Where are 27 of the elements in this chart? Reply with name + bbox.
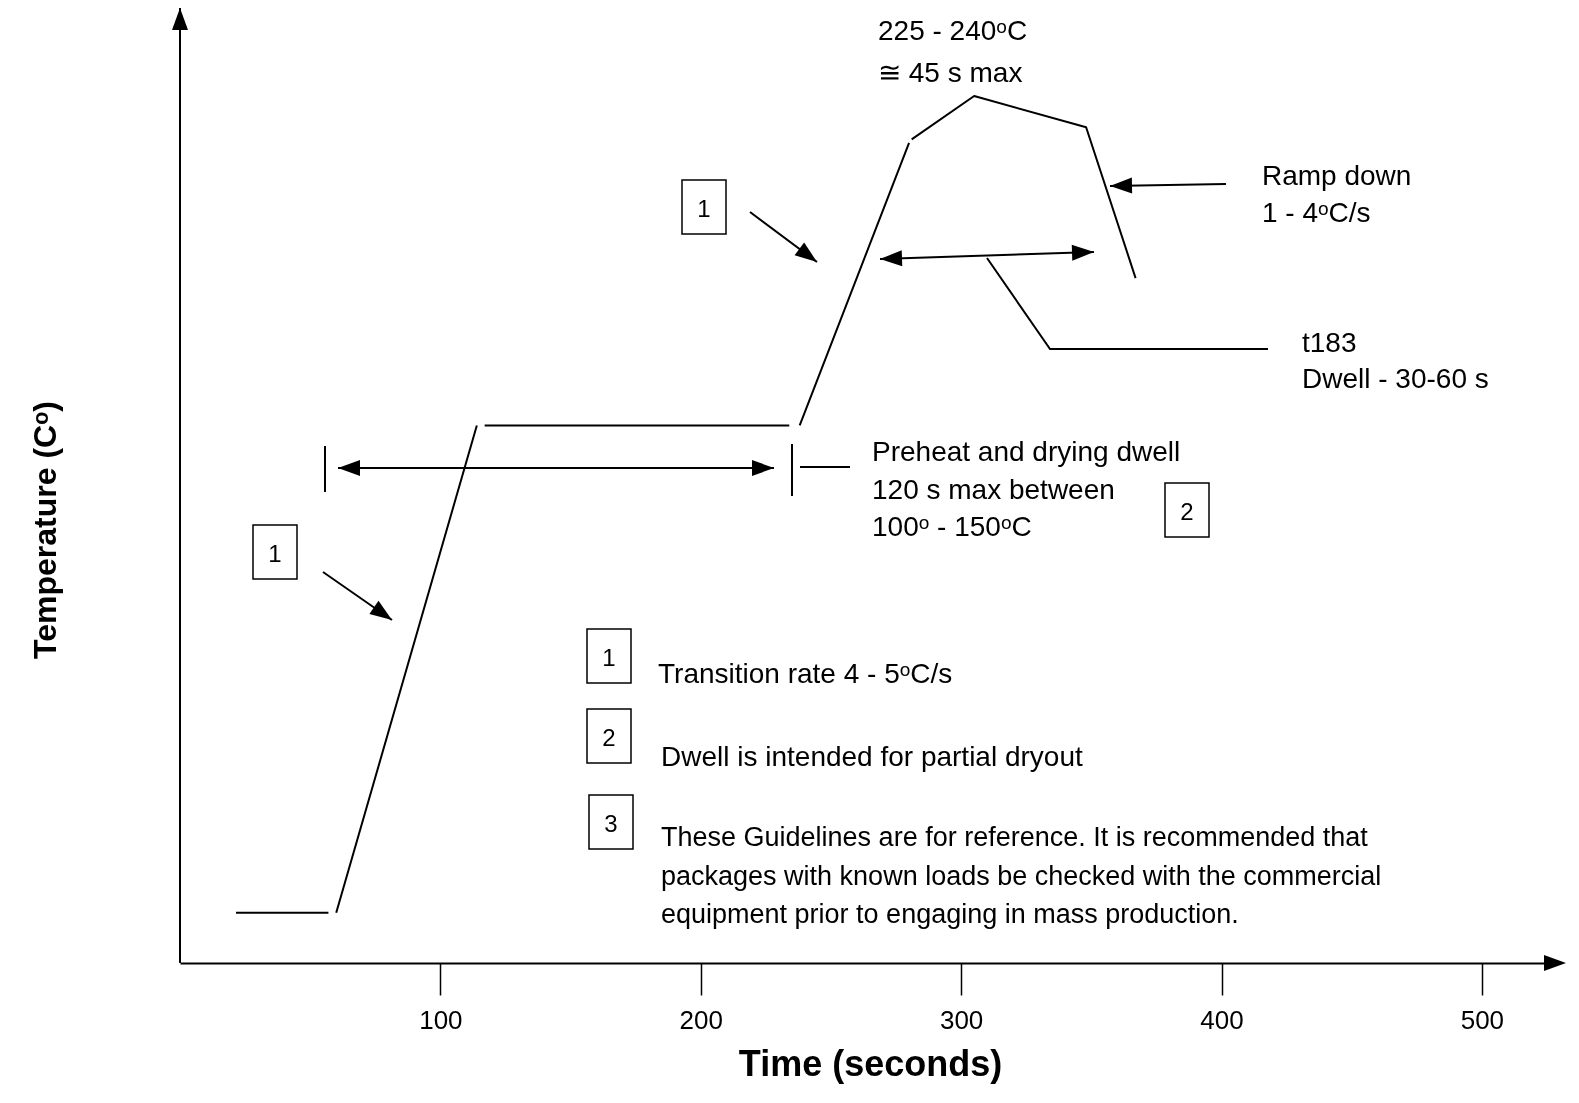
annotation: t183 <box>1302 327 1357 358</box>
annotation: 1 <box>697 195 711 222</box>
annotation: Ramp down <box>1262 160 1412 191</box>
annotation: Dwell - 30-60 s <box>1302 363 1489 394</box>
annotation: 100ᵒ - 150ᵒC <box>872 511 1032 542</box>
annotation: 3 <box>604 810 618 837</box>
annotation: These Guidelines are for reference. It is recommended that <box>661 822 1369 852</box>
annotation: packages with known loads be checked with the commercial <box>661 861 1382 891</box>
y-axis-title: Temperature (Cᵒ) <box>26 401 63 659</box>
annotation: Dwell is intended for partial dryout <box>661 741 1083 772</box>
annotation: Transition rate 4 - 5ᵒC/s <box>658 658 953 689</box>
x-tick-label: 500 <box>1460 1004 1505 1035</box>
annotation: 120 s max between <box>872 474 1115 505</box>
annotation: Preheat and drying dwell <box>872 436 1181 467</box>
x-tick-label: 300 <box>939 1004 984 1035</box>
annotation: 2 <box>602 724 616 751</box>
annotation: equipment prior to engaging in mass production. <box>661 899 1239 929</box>
x-tick-label: 400 <box>1200 1004 1244 1035</box>
annotation: 2 <box>1180 498 1194 525</box>
text: ≅ 45 s max <box>878 57 1023 88</box>
x-axis-title: Time (seconds) <box>738 1042 1003 1084</box>
annotation: 1 - 4ᵒC/s <box>1262 197 1371 228</box>
annotation: 1 <box>602 644 616 671</box>
x-tick-label: 100 <box>419 1004 463 1035</box>
text: 225 - 240ᵒC <box>878 15 1028 46</box>
annotation: 1 <box>268 540 282 567</box>
x-tick-label: 200 <box>679 1004 723 1035</box>
